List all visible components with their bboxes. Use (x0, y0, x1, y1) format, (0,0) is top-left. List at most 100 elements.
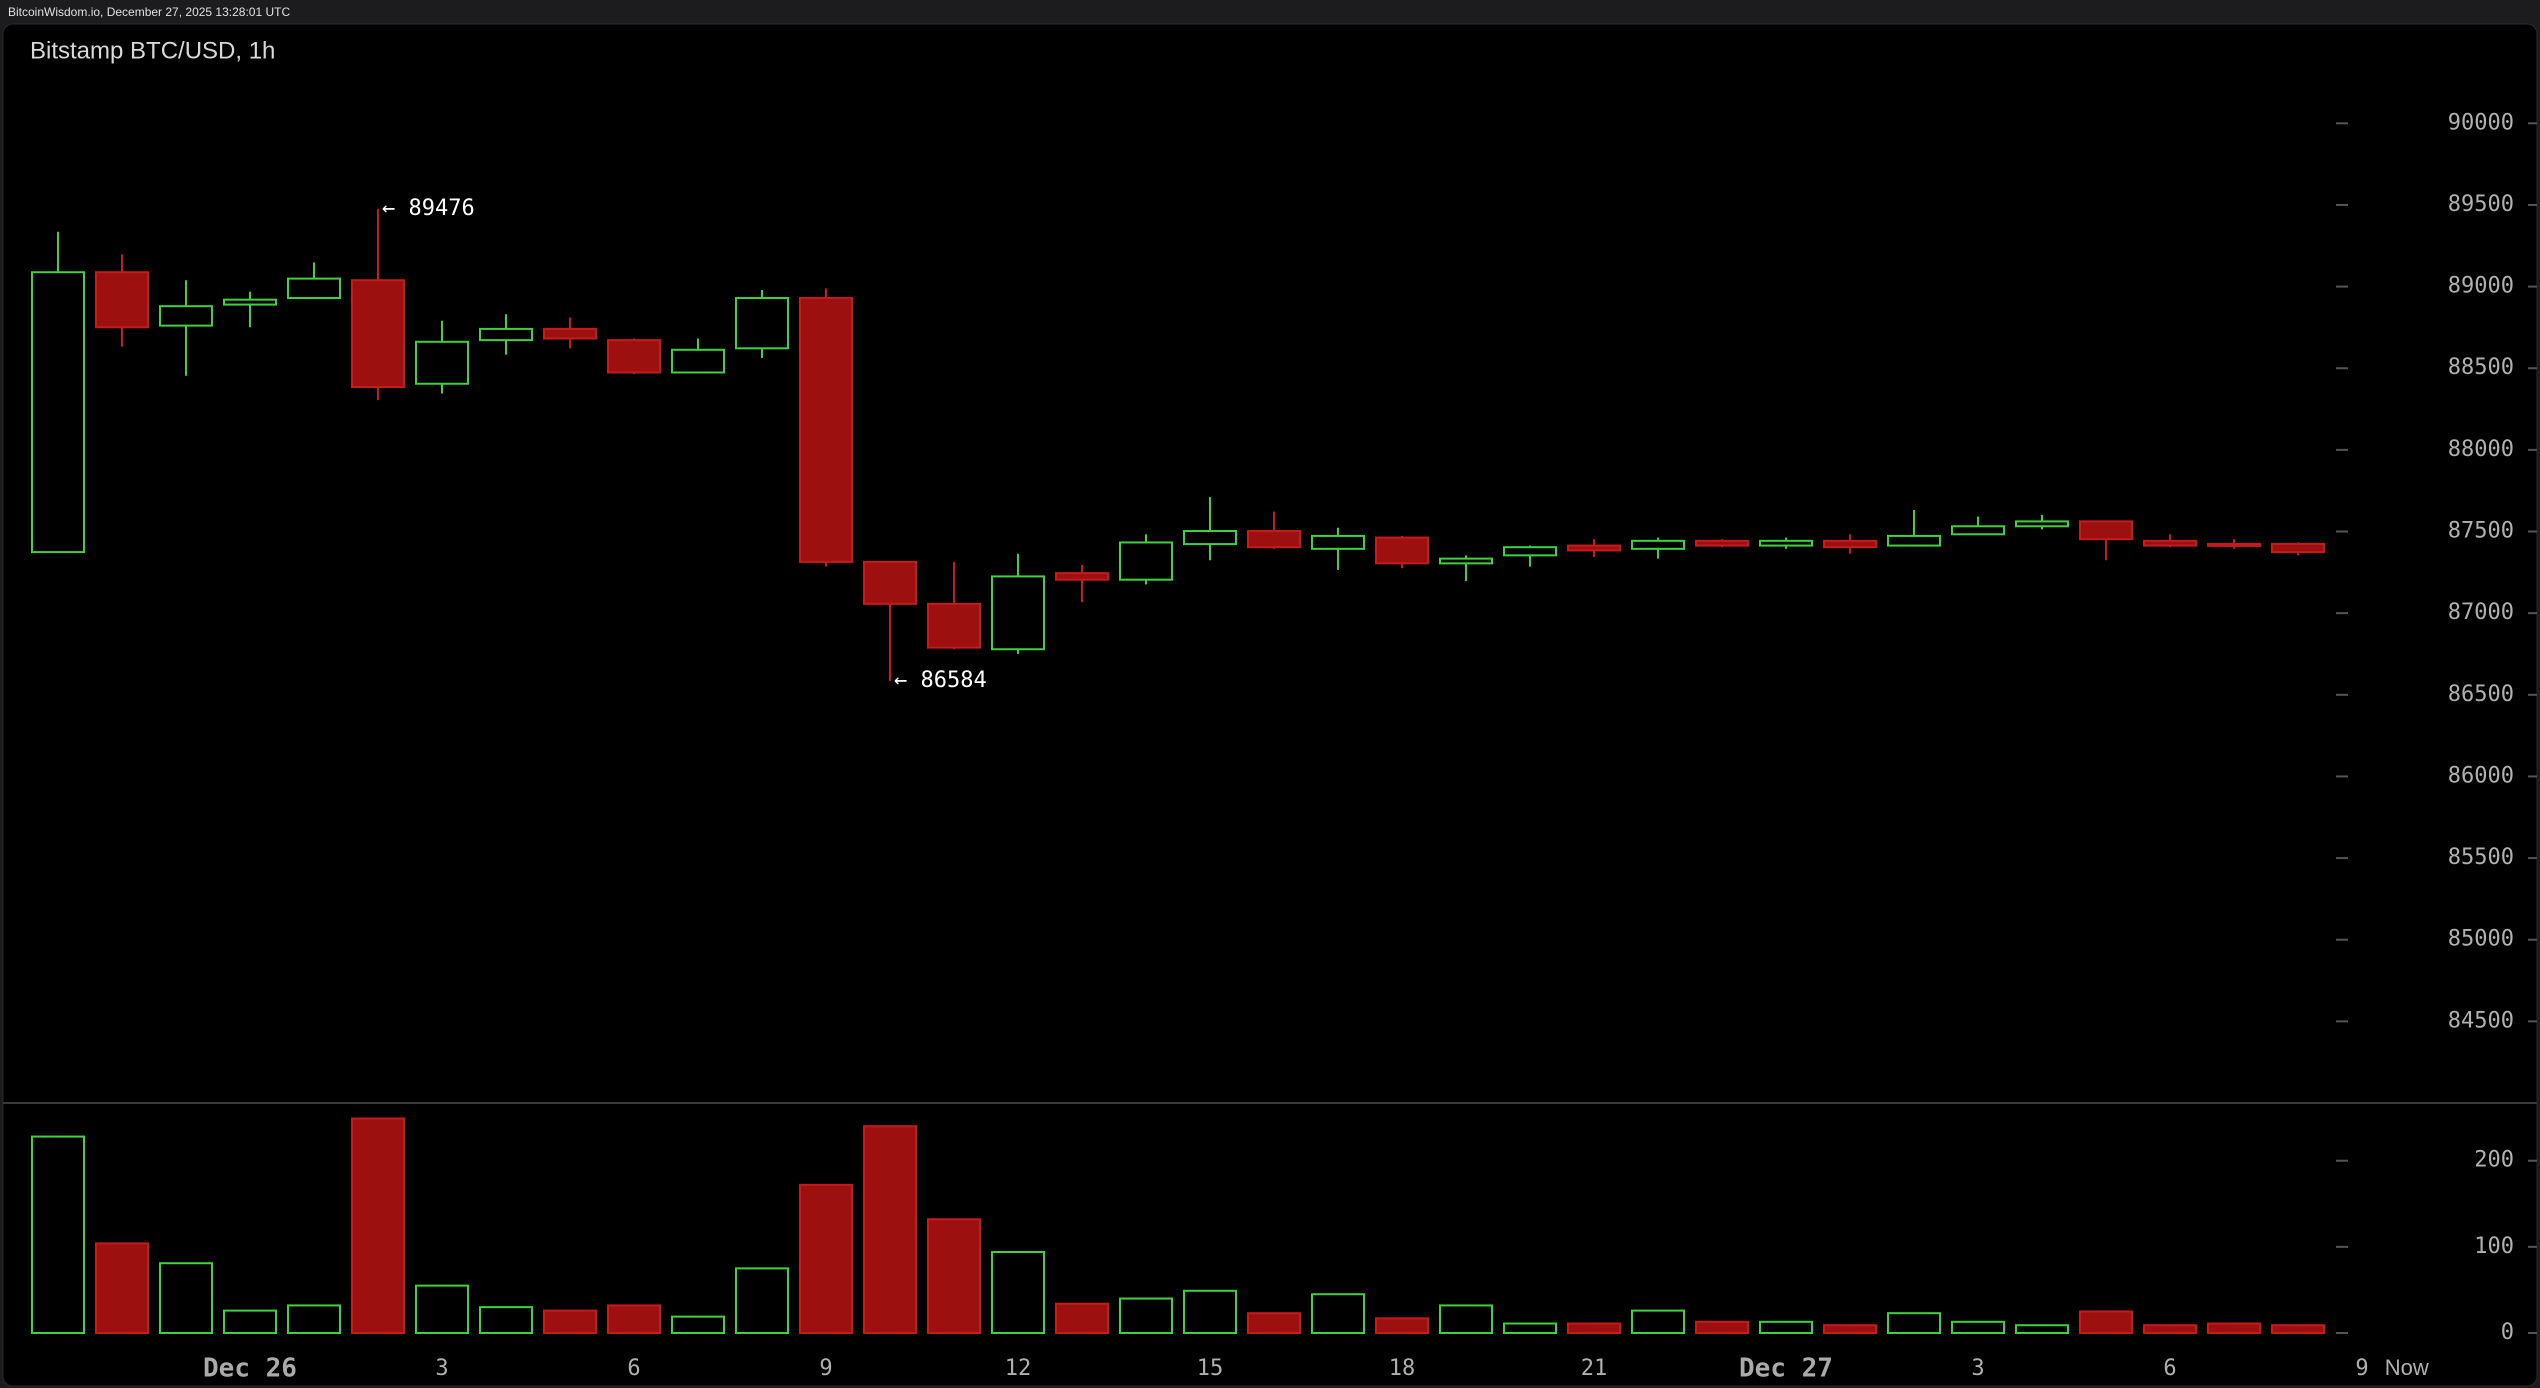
x-tick-label: 21 (1581, 1356, 1608, 1381)
candle-body (2143, 539, 2197, 547)
candle-body (1375, 536, 1429, 565)
x-tick-label: Dec 27 (1739, 1354, 1833, 1384)
volume-bar (31, 1135, 85, 1334)
y-tick-label: 89000 (2448, 274, 2514, 299)
candle-body (607, 339, 661, 374)
volume-bar (1759, 1320, 1813, 1335)
x-tick-label: Dec 26 (203, 1354, 297, 1384)
y-tick-label: 89500 (2448, 192, 2514, 217)
candle-body (1183, 530, 1237, 546)
candle-body (223, 298, 277, 306)
volume-bar (2271, 1324, 2325, 1334)
annotation: ← 86584 (894, 668, 987, 693)
candle-body (991, 575, 1045, 651)
candle-body (1567, 544, 1621, 552)
candle-body (1119, 541, 1173, 581)
candle-body (1631, 539, 1685, 550)
volume-bar (1311, 1293, 1365, 1334)
volume-bar (1119, 1297, 1173, 1334)
volume-bar (735, 1267, 789, 1335)
candle-body (1311, 534, 1365, 550)
candle-body (1247, 530, 1301, 549)
volume-bar (1567, 1322, 1621, 1334)
candle-body (2079, 520, 2133, 541)
volume-bar (1439, 1304, 1493, 1335)
candle-body (351, 279, 405, 389)
y-tick-label: 86500 (2448, 682, 2514, 707)
volume-bar (2207, 1322, 2261, 1334)
x-tick-label: 15 (1197, 1356, 1224, 1381)
volume-bar (2015, 1324, 2069, 1334)
header: BitcoinWisdom.io, December 27, 2025 13:2… (8, 5, 290, 19)
volume-bar (223, 1309, 277, 1334)
volume-bar (95, 1242, 149, 1335)
y-tick-label: 87500 (2448, 519, 2514, 544)
candle-body (1503, 546, 1557, 557)
candle-body (543, 327, 597, 340)
candle-body (863, 560, 917, 605)
candle-body (415, 340, 469, 385)
y-tick-label: 85500 (2448, 845, 2514, 870)
candle-body (159, 305, 213, 327)
candle-body (287, 277, 341, 300)
x-tick-label: 6 (2163, 1356, 2176, 1381)
volume-bar (1375, 1317, 1429, 1335)
candle-body (671, 348, 725, 374)
y-tick-label: 84500 (2448, 1008, 2514, 1033)
volume-bar (287, 1304, 341, 1335)
y-tick-label: 0 (2501, 1320, 2514, 1345)
y-tick-label: 88000 (2448, 437, 2514, 462)
volume-bar (543, 1309, 597, 1334)
candle-body (799, 297, 853, 563)
candle-body (1887, 534, 1941, 547)
chart-title: Bitstamp BTC/USD, 1h (30, 37, 275, 64)
y-tick-label: 88500 (2448, 355, 2514, 380)
volume-bar (2143, 1324, 2197, 1334)
x-tick-label: 6 (627, 1356, 640, 1381)
volume-bar (1695, 1320, 1749, 1335)
volume-bar (1887, 1312, 1941, 1334)
x-tick-label: 12 (1005, 1356, 1032, 1381)
volume-bar (1631, 1309, 1685, 1334)
x-tick-label: 3 (1971, 1356, 1984, 1381)
candle-body (31, 271, 85, 554)
candle-body (1695, 539, 1749, 547)
candle-body (479, 327, 533, 342)
y-tick-label: 86000 (2448, 763, 2514, 788)
volume-bar (863, 1125, 917, 1334)
volume-bar (991, 1251, 1045, 1334)
x-tick-label: 3 (435, 1356, 448, 1381)
volume-bar (479, 1306, 533, 1334)
volume-bar (1503, 1322, 1557, 1334)
candle-body (1439, 557, 1493, 565)
volume-bar (1951, 1320, 2005, 1335)
candle-body (2271, 542, 2325, 554)
candle-body (95, 271, 149, 329)
volume-bar (1823, 1324, 1877, 1334)
candle-body (2015, 520, 2069, 528)
volume-bar (671, 1315, 725, 1334)
candle-body (1823, 539, 1877, 549)
y-tick-label: 100 (2474, 1234, 2514, 1259)
volume-bar (607, 1304, 661, 1335)
candle-body (1951, 525, 2005, 536)
volume-bar (1247, 1312, 1301, 1334)
x-tick-label: Now (2385, 1355, 2429, 1380)
y-tick-label: 87000 (2448, 600, 2514, 625)
candle-body (2207, 542, 2261, 547)
y-tick-label: 90000 (2448, 110, 2514, 135)
candle-body (735, 297, 789, 350)
volume-bar (2079, 1310, 2133, 1335)
annotation: ← 89476 (382, 196, 475, 221)
volume-bar (1055, 1302, 1109, 1334)
volume-bar (1183, 1289, 1237, 1335)
y-tick-label: 200 (2474, 1148, 2514, 1173)
volume-bar (351, 1117, 405, 1334)
volume-bar (415, 1284, 469, 1334)
volume-bar (799, 1183, 853, 1335)
x-tick-label: 9 (2355, 1356, 2368, 1381)
x-tick-label: 9 (819, 1356, 832, 1381)
y-tick-label: 85000 (2448, 927, 2514, 952)
